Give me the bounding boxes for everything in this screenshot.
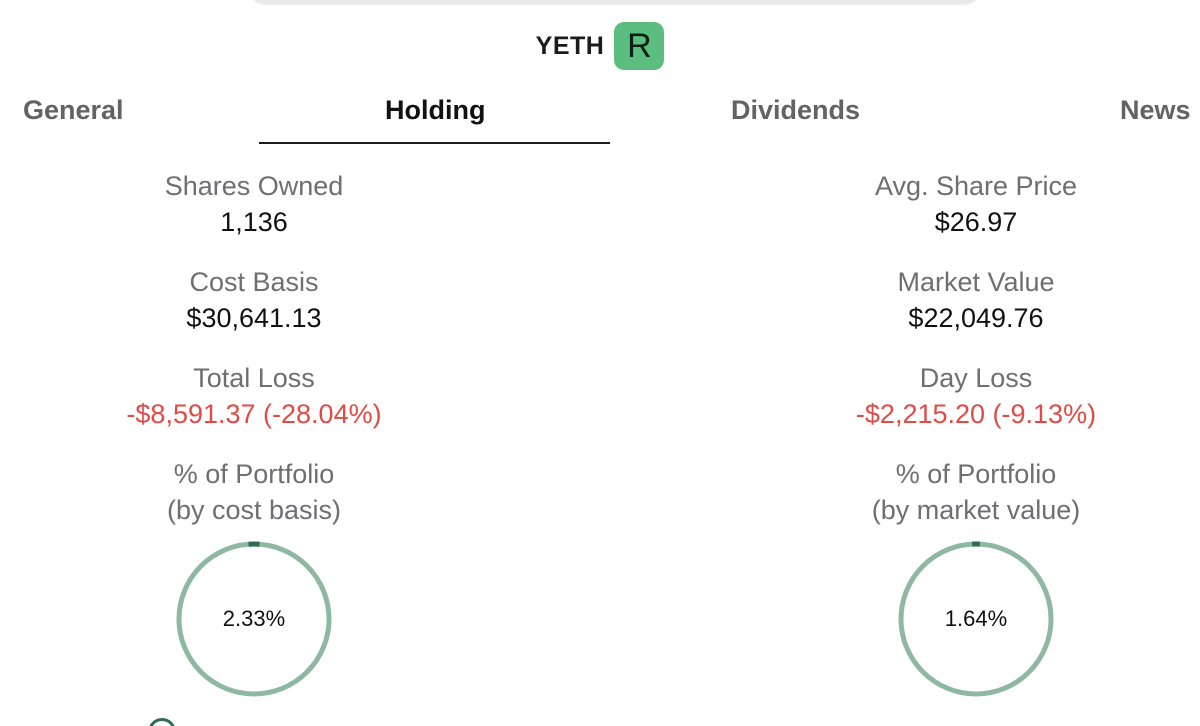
avg-share-price-label: Avg. Share Price: [874, 171, 1078, 201]
shares-owned-label: Shares Owned: [164, 171, 344, 201]
avg-share-price-metric: Avg. Share Price $26.97: [776, 168, 1176, 264]
ticker-symbol: YETH: [535, 31, 605, 60]
tab-general[interactable]: General: [23, 95, 124, 125]
tab-holding[interactable]: Holding: [385, 95, 486, 125]
portfolio-market-ring-chart: [898, 541, 1054, 697]
avg-share-price-value: $26.97: [934, 207, 1018, 237]
total-loss-label: Total Loss: [193, 363, 315, 393]
portfolio-market-percent: 1.64%: [944, 606, 1008, 631]
shares-owned-metric: Shares Owned 1,136: [54, 168, 454, 264]
portfolio-cost-label-line2: (by cost basis): [166, 495, 342, 525]
top-search-bar[interactable]: [245, 0, 985, 4]
portfolio-cost-label-line1: % of Portfolio: [173, 459, 335, 489]
market-value-value: $22,049.76: [908, 303, 1044, 333]
active-tab-indicator: [259, 142, 610, 144]
tab-news[interactable]: News: [1120, 95, 1191, 125]
portfolio-cost-percent: 2.33%: [222, 606, 286, 631]
day-loss-label: Day Loss: [919, 363, 1033, 393]
day-loss-value: -$2,215.20 (-9.13%): [855, 399, 1097, 429]
portfolio-cost-ring-chart: [176, 541, 332, 697]
cost-basis-value: $30,641.13: [186, 303, 322, 333]
portfolio-market-label-line1: % of Portfolio: [895, 459, 1057, 489]
rating-badge[interactable]: R: [614, 22, 665, 70]
market-value-label: Market Value: [897, 267, 1055, 297]
tab-dividends[interactable]: Dividends: [731, 95, 861, 125]
portfolio-cost-basis: % of Portfolio (by cost basis) 2.33%: [54, 456, 454, 699]
market-value-metric: Market Value $22,049.76: [776, 264, 1176, 360]
portfolio-cost-ring: 2.33%: [174, 539, 334, 699]
cost-basis-metric: Cost Basis $30,641.13: [54, 264, 454, 360]
day-loss-metric: Day Loss -$2,215.20 (-9.13%): [776, 360, 1176, 456]
total-loss-value: -$8,591.37 (-28.04%): [126, 399, 382, 429]
portfolio-market-label-line2: (by market value): [871, 495, 1081, 525]
ticker-header: YETH R: [0, 22, 1200, 70]
shares-owned-value: 1,136: [220, 207, 288, 237]
bottom-indicator: [148, 718, 176, 726]
portfolio-market-ring: 1.64%: [896, 539, 1056, 699]
cost-basis-label: Cost Basis: [189, 267, 319, 297]
holding-left-column: Shares Owned 1,136 Cost Basis $30,641.13…: [54, 168, 454, 699]
portfolio-market-value: % of Portfolio (by market value) 1.64%: [776, 456, 1176, 699]
ring-fill: [176, 541, 332, 697]
tab-bar: General Holding Dividends News: [0, 88, 1200, 148]
total-loss-metric: Total Loss -$8,591.37 (-28.04%): [54, 360, 454, 456]
holding-right-column: Avg. Share Price $26.97 Market Value $22…: [776, 168, 1176, 699]
ring-fill: [898, 541, 1054, 697]
